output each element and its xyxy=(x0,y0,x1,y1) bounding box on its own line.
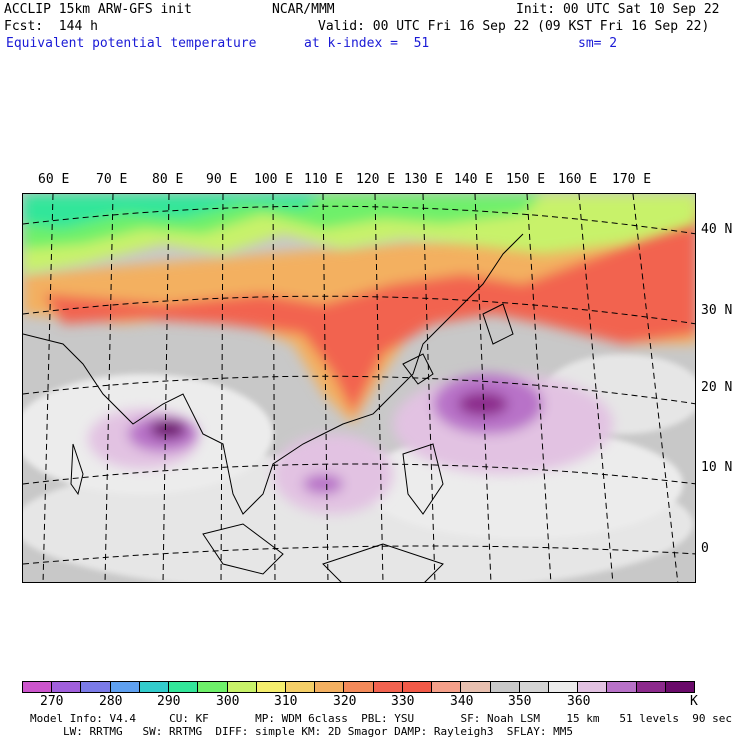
colorbar-tick: 300 xyxy=(216,694,240,709)
colorbar-swatch xyxy=(285,682,316,692)
field-name: Equivalent potential temperature xyxy=(6,36,257,51)
lat-label: 0 xyxy=(701,541,709,556)
colorbar-tick: 280 xyxy=(99,694,123,709)
lon-label: 130 E xyxy=(404,172,444,187)
map-canvas xyxy=(23,194,695,582)
smoothing-label: sm= 2 xyxy=(578,36,618,51)
colorbar-swatch xyxy=(52,682,82,692)
init-time: Init: 00 UTC Sat 10 Sep 22 xyxy=(516,2,720,17)
lon-label: 140 E xyxy=(454,172,494,187)
colorbar-swatch xyxy=(256,682,286,692)
colorbar-swatch xyxy=(81,682,111,692)
colorbar xyxy=(22,681,695,693)
colorbar-unit: K xyxy=(690,694,698,709)
lon-label: 80 E xyxy=(152,172,184,187)
colorbar-tick: 320 xyxy=(333,694,357,709)
warm-band xyxy=(23,204,695,424)
model-info-line1: Model Info: V4.4 CU: KF MP: WDM 6class P… xyxy=(30,712,732,725)
colorbar-swatch xyxy=(665,682,695,692)
lon-label: 110 E xyxy=(304,172,344,187)
graticule xyxy=(23,194,695,582)
lat-label: 40 N xyxy=(701,222,733,237)
lat-label: 30 N xyxy=(701,303,733,318)
lon-label: 160 E xyxy=(558,172,598,187)
k-index-label: at k-index = 51 xyxy=(304,36,430,51)
colorbar-swatch xyxy=(402,682,433,692)
colorbar-swatch xyxy=(461,682,491,692)
lon-label: 90 E xyxy=(206,172,238,187)
lon-label: 100 E xyxy=(254,172,294,187)
colorbar-swatch xyxy=(110,682,140,692)
colorbar-swatch xyxy=(578,682,608,692)
lat-label: 10 N xyxy=(701,460,733,475)
colorbar-tick: 340 xyxy=(450,694,474,709)
coastlines xyxy=(23,233,524,582)
lon-label: 120 E xyxy=(356,172,396,187)
colorbar-swatch xyxy=(607,682,637,692)
colorbar-swatch xyxy=(198,682,228,692)
moist-region xyxy=(88,374,613,514)
colorbar-tick: 360 xyxy=(567,694,591,709)
colorbar-swatch xyxy=(23,682,53,692)
colorbar-swatch xyxy=(636,682,666,692)
colorbar-swatch xyxy=(139,682,170,692)
lon-label: 150 E xyxy=(506,172,546,187)
org-label: NCAR/MMM xyxy=(272,2,335,17)
colorbar-swatch xyxy=(373,682,403,692)
lon-label: 70 E xyxy=(96,172,128,187)
colorbar-swatch xyxy=(315,682,345,692)
model-info-line2: LW: RRTMG SW: RRTMG DIFF: simple KM: 2D … xyxy=(63,725,573,738)
forecast-hour: Fcst: 144 h xyxy=(4,19,98,34)
colorbar-swatch xyxy=(548,682,579,692)
colorbar-swatch xyxy=(344,682,374,692)
lon-label: 60 E xyxy=(38,172,70,187)
colorbar-swatch xyxy=(519,682,549,692)
colorbar-tick: 350 xyxy=(508,694,532,709)
colorbar-swatch xyxy=(169,682,199,692)
valid-time: Valid: 00 UTC Fri 16 Sep 22 (09 KST Fri … xyxy=(318,19,710,34)
theta-e-map xyxy=(22,193,696,583)
colorbar-swatch xyxy=(490,682,520,692)
colorbar-tick: 330 xyxy=(391,694,415,709)
run-title: ACCLIP 15km ARW-GFS init xyxy=(4,2,192,17)
lat-label: 20 N xyxy=(701,380,733,395)
colorbar-tick: 270 xyxy=(40,694,64,709)
colorbar-tick: 310 xyxy=(274,694,298,709)
lon-label: 170 E xyxy=(612,172,652,187)
colorbar-swatch xyxy=(432,682,462,692)
colorbar-tick: 290 xyxy=(157,694,181,709)
colorbar-swatch xyxy=(227,682,257,692)
